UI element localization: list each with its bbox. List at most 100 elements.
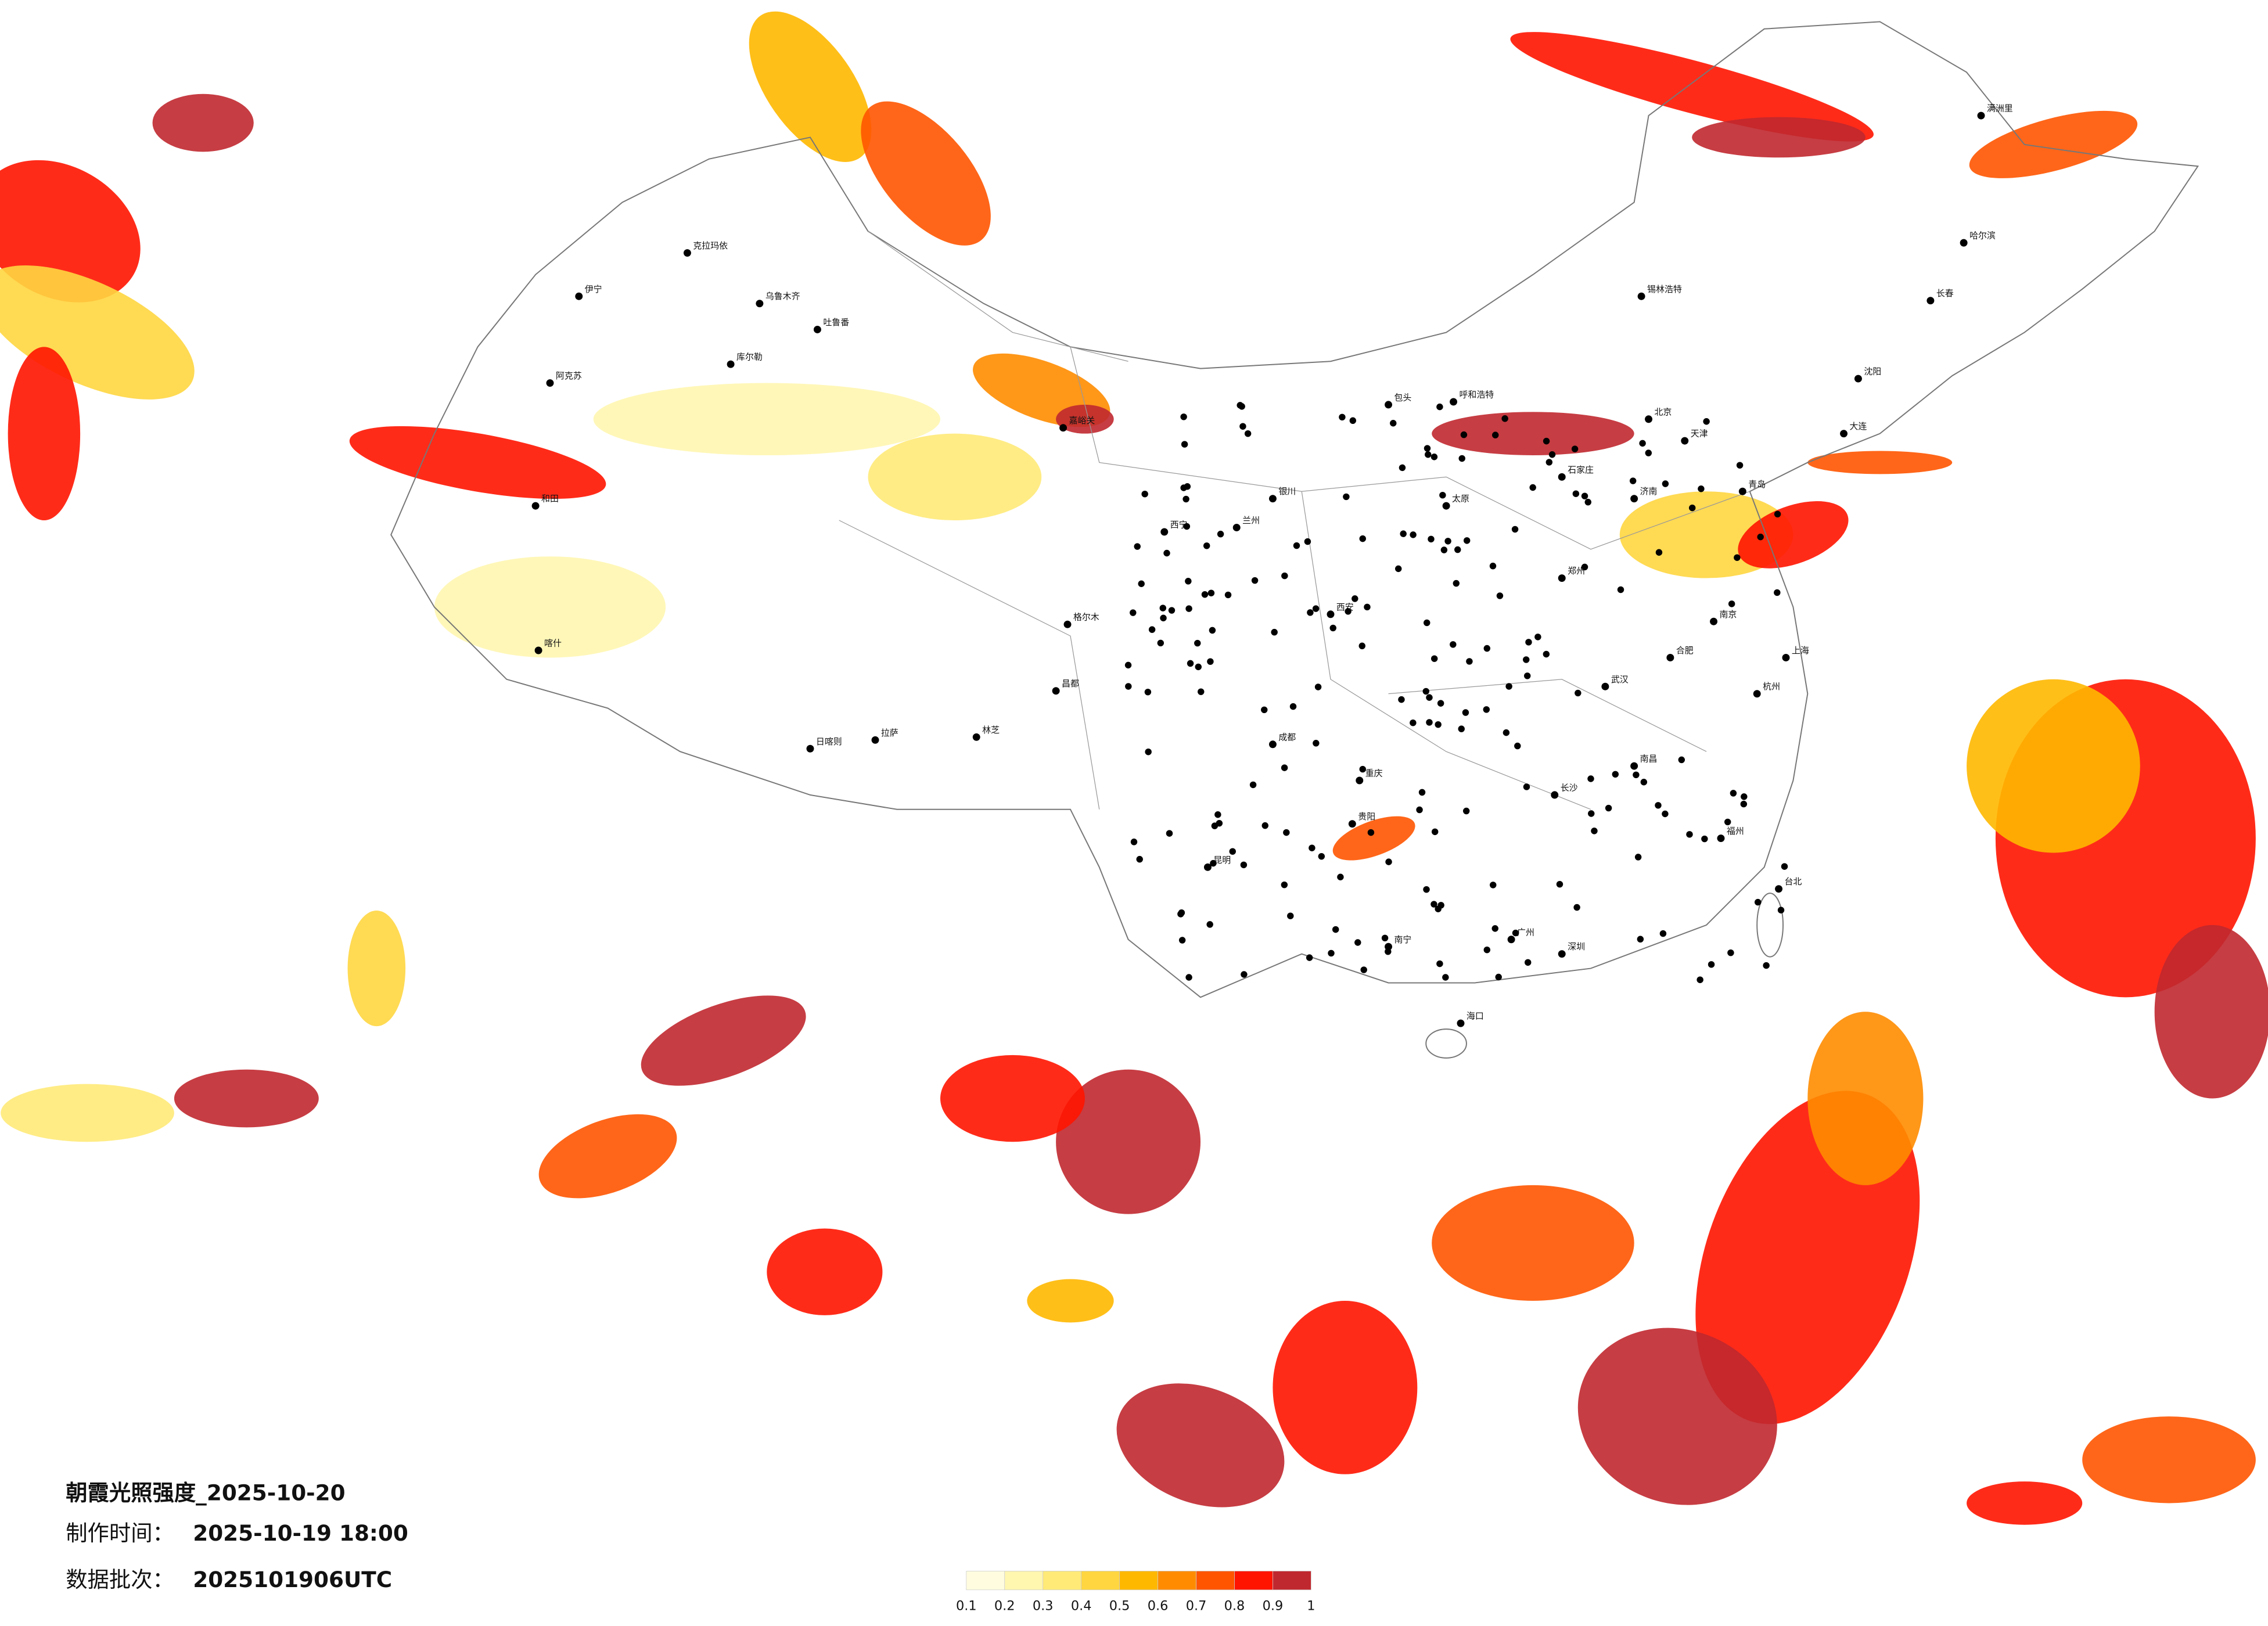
heat-blob [1432, 1185, 1634, 1301]
city-dot [1584, 498, 1591, 506]
city-dot [1556, 880, 1563, 888]
city-dot [1124, 661, 1132, 669]
city-label: 锡林浩特 [1647, 284, 1682, 294]
city-dot [1268, 740, 1277, 749]
city-dot [1450, 398, 1458, 406]
hainan-outline [1425, 1028, 1467, 1059]
city-dot [1588, 810, 1595, 817]
city-dot [1304, 538, 1311, 545]
city-dot [1601, 682, 1609, 690]
city-dot [1381, 934, 1389, 942]
city-dot [1198, 688, 1205, 695]
city-label: 林芝 [982, 725, 1000, 735]
city-dot [1686, 831, 1693, 838]
city-dot [1185, 578, 1192, 585]
city-dot [1281, 881, 1288, 888]
city-dot [1309, 844, 1315, 851]
city-dot [1543, 650, 1550, 658]
city-dot [1450, 641, 1457, 648]
heat-blob [1510, 32, 1874, 142]
city-dot [1157, 639, 1164, 647]
legend-tick-label: 1 [1307, 1599, 1315, 1614]
city-dot [1645, 415, 1653, 423]
city-dot [1359, 765, 1366, 773]
heat-blob [1807, 1012, 1924, 1185]
taiwan-outline [1756, 893, 1784, 958]
heat-blob [1056, 404, 1114, 434]
city-dot [727, 360, 735, 368]
city-dot [1507, 936, 1515, 944]
city-dot [1738, 487, 1746, 495]
heat-blob [1577, 1328, 1777, 1505]
city-dot [1605, 804, 1612, 812]
city-dot [756, 300, 764, 308]
city-dot [1130, 839, 1138, 846]
heat-blob [349, 426, 606, 499]
heat-blob [1, 1084, 174, 1142]
city-dot [1698, 485, 1705, 492]
country-outline [390, 21, 2199, 998]
city-dot [1587, 775, 1594, 782]
city-dot [1144, 688, 1152, 696]
city-dot [1182, 495, 1189, 503]
heat-blob [538, 1114, 677, 1199]
city-dot [1343, 493, 1350, 501]
city-label: 长沙 [1561, 782, 1578, 793]
heat-blob [1969, 110, 2138, 178]
city-dot [1442, 974, 1449, 981]
city-dot [1572, 490, 1580, 497]
city-label: 包头 [1394, 392, 1412, 402]
city-dot [1575, 689, 1582, 697]
city-dot [1359, 535, 1366, 542]
legend-tick-label: 0.9 [1263, 1599, 1284, 1614]
city-label: 大连 [1850, 421, 1867, 431]
heat-blob [593, 383, 940, 455]
city-dot [1185, 605, 1192, 612]
city-dot [1662, 480, 1669, 487]
city-dot [1240, 861, 1248, 869]
city-label: 克拉玛依 [693, 240, 728, 251]
city-label: 库尔勒 [736, 352, 763, 362]
city-dot [1125, 683, 1132, 690]
city-dot [1437, 700, 1444, 707]
legend-tick-label: 0.4 [1071, 1599, 1092, 1614]
city-dot [1385, 948, 1392, 955]
city-dot [1385, 858, 1392, 865]
city-dot [1163, 549, 1170, 557]
legend-tick-label: 0.7 [1186, 1599, 1207, 1614]
heat-blob [1273, 1301, 1418, 1474]
city-dot [1430, 454, 1438, 461]
city-dot [1271, 628, 1278, 636]
city-label: 北京 [1655, 406, 1672, 417]
city-dot [1444, 538, 1451, 545]
city-dot [1573, 904, 1580, 911]
heat-blob [0, 265, 195, 400]
city-dot [1503, 729, 1510, 736]
city-label: 南宁 [1394, 934, 1412, 945]
city-dot [1727, 949, 1734, 956]
city-dot [1495, 973, 1502, 981]
city-dot [1281, 572, 1288, 580]
city-dot [1529, 484, 1536, 491]
city-dot [1148, 626, 1156, 633]
city-dot [1777, 906, 1785, 913]
legend-tick-label: 0.5 [1109, 1599, 1130, 1614]
heat-blob [1056, 1069, 1201, 1214]
city-dot [1466, 658, 1473, 665]
city-dot [1655, 802, 1662, 809]
city-label: 广州 [1517, 927, 1534, 937]
city-dot [1261, 822, 1268, 829]
city-label: 济南 [1640, 486, 1658, 497]
city-dot [1717, 834, 1725, 843]
city-dot [1437, 902, 1444, 909]
city-dot [1551, 791, 1559, 799]
city-dot [1491, 925, 1498, 932]
city-label: 和田 [541, 494, 559, 504]
city-dot [1416, 806, 1423, 814]
city-dot [1558, 574, 1566, 582]
heat-blob [1332, 816, 1415, 861]
city-dot [1442, 502, 1450, 510]
city-dot [1763, 962, 1770, 969]
city-dot [1460, 431, 1468, 438]
map-title: 朝霞光照强度_2025-10-20 [66, 1480, 345, 1505]
